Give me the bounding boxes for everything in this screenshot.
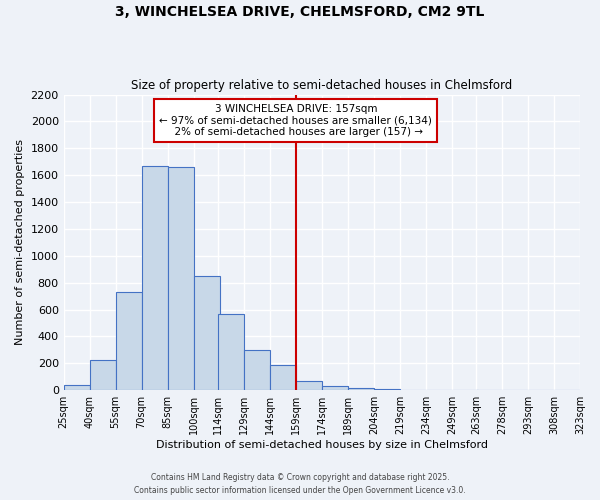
Bar <box>142 166 167 390</box>
Bar <box>64 385 89 390</box>
Title: Size of property relative to semi-detached houses in Chelmsford: Size of property relative to semi-detach… <box>131 79 512 92</box>
Text: 3 WINCHELSEA DRIVE: 157sqm
← 97% of semi-detached houses are smaller (6,134)
  2: 3 WINCHELSEA DRIVE: 157sqm ← 97% of semi… <box>160 104 432 137</box>
Bar <box>270 366 296 390</box>
Bar <box>218 314 244 390</box>
Bar <box>374 389 400 390</box>
Bar <box>244 350 270 390</box>
Bar <box>322 386 348 390</box>
X-axis label: Distribution of semi-detached houses by size in Chelmsford: Distribution of semi-detached houses by … <box>156 440 488 450</box>
Bar <box>194 276 220 390</box>
Bar <box>348 388 374 390</box>
Y-axis label: Number of semi-detached properties: Number of semi-detached properties <box>15 140 25 346</box>
Bar <box>89 360 116 390</box>
Bar <box>167 167 194 390</box>
Text: Contains HM Land Registry data © Crown copyright and database right 2025.
Contai: Contains HM Land Registry data © Crown c… <box>134 473 466 495</box>
Text: 3, WINCHELSEA DRIVE, CHELMSFORD, CM2 9TL: 3, WINCHELSEA DRIVE, CHELMSFORD, CM2 9TL <box>115 5 485 19</box>
Bar <box>116 292 142 390</box>
Bar <box>296 382 322 390</box>
